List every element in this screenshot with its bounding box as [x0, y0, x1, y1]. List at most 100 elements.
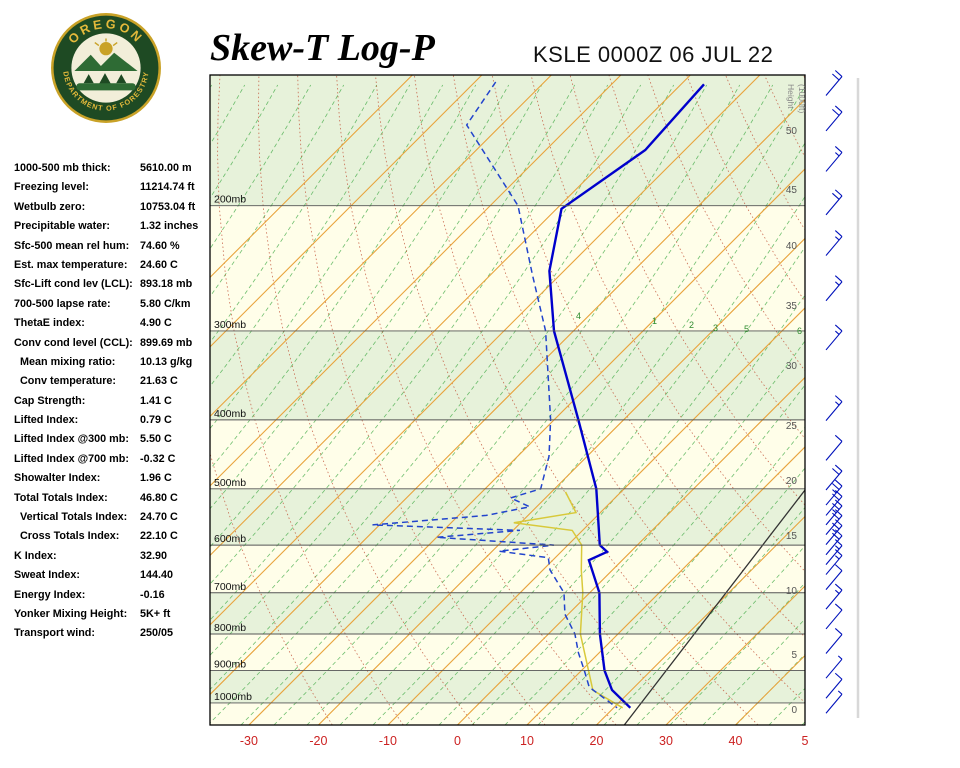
logo-trees-icon: [83, 73, 127, 85]
wind-barb-icon: [825, 583, 843, 610]
height-axis-label: (1000ft): [797, 84, 807, 113]
wind-barb-icon: [825, 549, 843, 575]
index-value: 1.41 C: [140, 394, 172, 407]
index-row: Energy Index: -0.16: [14, 589, 210, 608]
index-value: 10.13 g/kg: [140, 355, 193, 368]
index-value: 24.60 C: [140, 258, 178, 271]
index-label: Mean mixing ratio:: [14, 355, 116, 368]
index-value: 1.96 C: [140, 472, 172, 485]
pressure-label: 700mb: [214, 581, 246, 593]
index-row: Conv temperature: 21.63 C: [14, 375, 210, 394]
page-title: Skew-T Log-P: [210, 27, 435, 69]
index-label: Sweat Index:: [14, 569, 80, 582]
temp-tick-label: 30: [659, 734, 673, 748]
index-value: 5.50 C: [140, 433, 172, 446]
index-label: 1000-500 mb thick:: [14, 162, 111, 174]
wind-barb-icon: [825, 672, 843, 699]
wind-barb-icon: [825, 146, 843, 172]
index-label: 700-500 lapse rate:: [14, 297, 111, 310]
logo-ground: [76, 83, 136, 91]
index-value: 0.79 C: [140, 414, 172, 427]
temp-tick-label: -30: [240, 734, 258, 748]
station-datetime-title: KSLE 0000Z 06 JUL 22: [533, 42, 774, 67]
wind-barb-icon: [825, 628, 843, 654]
index-row: Lifted Index @700 mb: -0.32 C: [14, 453, 210, 472]
plot-frame: [209, 74, 806, 726]
index-row: Est. max temperature: 24.60 C: [14, 259, 210, 278]
wetbulb-trace: [513, 491, 624, 709]
index-row: Lifted Index @300 mb: 5.50 C: [14, 433, 210, 452]
height-tick-label: 10: [786, 586, 798, 597]
index-label: ThetaE index:: [14, 317, 85, 330]
index-label: K Index:: [14, 549, 57, 562]
temp-axis-labels: -30 -20 -10 0 10 20 30 40 5: [240, 734, 809, 748]
wind-barb-icon: [825, 655, 843, 679]
index-value: -0.32 C: [140, 452, 176, 465]
pressure-label: 400mb: [214, 408, 246, 420]
index-value: -0.16: [140, 588, 165, 601]
height-axis-label: Height: [786, 84, 796, 109]
pressure-labels: 200mb 300mb 400mb 500mb 600mb 700mb 800mb 900mb…: [214, 194, 252, 703]
index-label: Precipitable water:: [14, 220, 111, 233]
isobar-lines: [210, 205, 805, 704]
wind-barb-icon: [825, 564, 843, 591]
logo-sun-icon: [99, 42, 113, 56]
index-label: Sfc-500 mean rel hum:: [14, 239, 130, 252]
temp-tick-label: 10: [520, 734, 534, 748]
index-value: 893.18 mb: [140, 278, 193, 291]
index-label: Conv cond level (CCL):: [14, 336, 133, 349]
wind-barb-icon: [825, 499, 843, 526]
height-tick-label: 30: [786, 361, 798, 372]
index-label: Cross Totals Index:: [14, 530, 120, 543]
wind-barb-icon: [825, 189, 843, 216]
wind-barb-icon: [825, 275, 843, 302]
moist-line-label: 3: [713, 323, 718, 333]
index-row: Showalter Index: 1.96 C: [14, 472, 210, 491]
index-label: Conv temperature:: [14, 375, 116, 388]
index-label: Sfc-Lift cond lev (LCL):: [14, 278, 133, 291]
index-value: 22.10 C: [140, 530, 178, 543]
index-value: 32.90: [140, 549, 168, 562]
index-row: Sweat Index: 144.40: [14, 569, 210, 588]
moist-line-label: 1: [652, 316, 657, 326]
temp-tick-label: 20: [590, 734, 604, 748]
index-row: Sfc-500 mean rel hum: 74.60 %: [14, 240, 210, 259]
index-value: 5K+ ft: [140, 607, 171, 620]
temp-tick-label: 5: [802, 734, 809, 748]
reference-line: [623, 489, 805, 725]
index-value: 10753.04 ft: [140, 200, 196, 213]
logo-mountains-icon: [74, 52, 138, 72]
wind-barb-icon: [825, 70, 843, 96]
temp-tick-label: 40: [729, 734, 743, 748]
index-label: Freezing level:: [14, 181, 90, 194]
index-value: 5.80 C/km: [140, 297, 191, 310]
wind-barb-icon: [825, 230, 843, 256]
index-value: 899.69 mb: [140, 336, 193, 349]
index-value: 4.90 C: [140, 317, 172, 330]
height-tick-label: 15: [786, 531, 798, 542]
index-row: Wetbulb zero: 10753.04 ft: [14, 201, 210, 220]
odf-logo-svg: OREGON DEPARTMENT OF FORESTRY: [51, 13, 161, 123]
wind-barb-icon: [825, 479, 843, 506]
pressure-label: 1000mb: [214, 691, 252, 703]
index-label: Yonker Mixing Height:: [14, 607, 128, 620]
wind-barb-icon: [825, 690, 843, 714]
wind-barbs: [825, 70, 843, 714]
index-row: Mean mixing ratio: 10.13 g/kg: [14, 356, 210, 375]
index-row: 1000-500 mb thick: 5610.00 m: [14, 162, 210, 181]
pressure-label: 500mb: [214, 477, 246, 489]
index-row: Freezing level: 11214.74 ft: [14, 181, 210, 200]
wind-barb-icon: [825, 464, 843, 491]
index-label: Vertical Totals Index:: [14, 511, 128, 524]
pressure-bands: [210, 75, 805, 703]
index-label: Cap Strength:: [14, 394, 86, 407]
pressure-label: 800mb: [214, 622, 246, 634]
wind-barb-icon: [825, 434, 843, 461]
height-tick-label: 45: [786, 185, 798, 196]
index-value: 250/05: [140, 627, 174, 640]
index-label: Total Totals Index:: [14, 491, 108, 504]
moist-line-label: 4: [576, 311, 581, 321]
index-row: ThetaE index: 4.90 C: [14, 317, 210, 336]
